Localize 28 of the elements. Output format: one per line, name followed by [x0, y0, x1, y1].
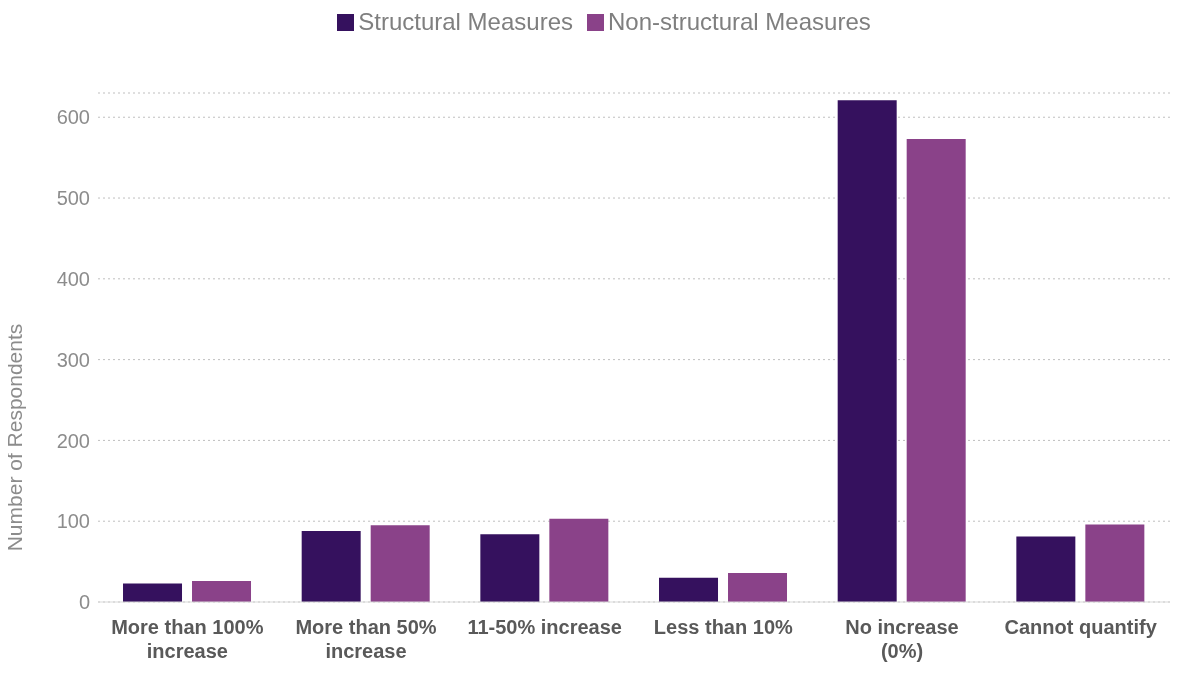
x-tick-label: Less than 10% — [653, 616, 794, 638]
x-tick-label: More than 50% increase — [295, 616, 437, 662]
bar — [906, 139, 966, 602]
bar — [1085, 524, 1145, 602]
bar — [370, 525, 430, 602]
x-tick-label: Cannot quantify — [1004, 616, 1158, 638]
y-tick-label: 300 — [56, 348, 90, 371]
bar — [480, 534, 540, 602]
y-tick-label: 0 — [78, 591, 90, 614]
bar — [659, 577, 719, 602]
y-tick-label: 400 — [56, 267, 90, 290]
bar — [123, 583, 183, 602]
x-tick-label: No increase (0%) — [845, 616, 959, 662]
bar — [192, 580, 252, 602]
x-tick-label: More than 100% increase — [111, 616, 264, 662]
bar — [301, 530, 361, 602]
bar — [837, 100, 897, 602]
bar — [728, 572, 788, 602]
x-tick-label: 11-50% increase — [467, 616, 622, 638]
y-tick-label: 200 — [56, 429, 90, 452]
legend-label: Structural Measures — [357, 8, 573, 36]
bar — [549, 518, 609, 602]
y-axis-title: Number of Respondents — [3, 323, 27, 552]
bar — [1016, 536, 1076, 602]
y-tick-label: 500 — [56, 187, 90, 210]
y-tick-label: 100 — [56, 510, 90, 533]
y-tick-label: 600 — [56, 106, 90, 129]
legend-label: Non-structural Measures — [607, 8, 871, 36]
